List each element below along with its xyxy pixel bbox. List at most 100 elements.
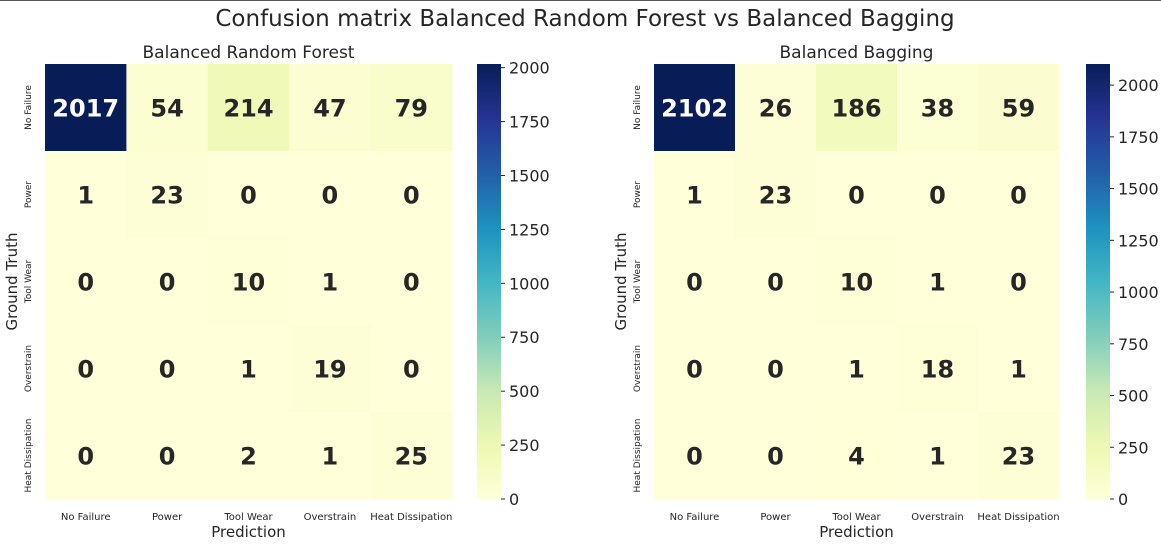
heatmap-cell: [370, 412, 453, 500]
cell-value-label: 0: [1010, 182, 1027, 210]
heatmap-cell: [978, 238, 1060, 326]
colorbar-tick-label: 0: [509, 490, 519, 509]
heatmap-cell: [654, 64, 736, 152]
heatmap-cell: [978, 151, 1060, 239]
heatmap-cell: [289, 238, 372, 326]
cell-value-label: 0: [686, 269, 703, 297]
heatmap-panel-1: Balanced Random Forest 2017 54 214 47 79 1 23 0 0…: [3, 43, 550, 541]
heatmap-cell: [370, 325, 453, 413]
x-tick-label: Overstrain: [911, 512, 964, 523]
heatmap-cell: [289, 412, 372, 500]
cell-value-label: 0: [767, 356, 784, 384]
heatmap-cell: [126, 412, 209, 500]
cell-value-label: 10: [840, 269, 873, 297]
heatmap-cell: [978, 325, 1060, 413]
colorbar-tick-label: 1250: [509, 220, 550, 239]
cell-value-label: 1: [686, 182, 703, 210]
heatmap-cell: [207, 325, 290, 413]
heatmap-cell: [816, 238, 898, 326]
x-tick-label: Overstrain: [304, 512, 357, 523]
heatmap-cell: [45, 151, 127, 239]
y-tick-label: Overstrain: [24, 345, 34, 392]
colorbar: [1086, 64, 1110, 499]
cell-value-label: 0: [403, 269, 420, 297]
colorbar-tick-label: 750: [1118, 335, 1149, 354]
colorbar: [477, 64, 501, 499]
colorbar-tick-label: 2000: [1118, 76, 1159, 95]
cell-value-label: 0: [77, 443, 94, 471]
y-tick-label: Tool Wear: [24, 259, 34, 304]
heatmap-cell: [654, 412, 736, 500]
cell-value-label: 2017: [52, 95, 119, 123]
cell-value-label: 23: [150, 182, 183, 210]
colorbar-tick-label: 1000: [509, 274, 550, 293]
y-tick-label: No Failure: [24, 85, 34, 130]
heatmap-cell: [289, 64, 372, 152]
y-tick-label: Heat Dissipation: [633, 419, 643, 493]
x-axis-label: Prediction: [819, 523, 894, 541]
cell-value-label: 1: [77, 182, 94, 210]
colorbar-tick-label: 750: [509, 328, 540, 347]
cell-value-label: 0: [686, 443, 703, 471]
x-tick-label: Power: [152, 512, 183, 523]
x-tick-label: Heat Dissipation: [977, 512, 1059, 523]
heatmap-cell: [735, 412, 817, 500]
x-tick-label: No Failure: [61, 512, 111, 523]
colorbar-tick-label: 1250: [1118, 231, 1159, 250]
cell-value-label: 214: [223, 95, 273, 123]
colorbar-tick-label: 250: [1118, 438, 1149, 457]
cell-value-label: 4: [848, 443, 865, 471]
heatmap-cell: [45, 238, 127, 326]
heatmap-cell: [207, 412, 290, 500]
heatmap-cell: [370, 64, 453, 152]
heatmap-cell: [897, 325, 979, 413]
cell-value-label: 26: [759, 95, 792, 123]
heatmap-cell: [126, 64, 209, 152]
heatmap-cell: [370, 238, 453, 326]
y-axis-label: Ground Truth: [612, 233, 630, 331]
heatmap-cell: [816, 64, 898, 152]
heatmap-cell: [897, 64, 979, 152]
cell-value-label: 19: [313, 356, 346, 384]
colorbar-tick-label: 1500: [509, 166, 550, 185]
cell-value-label: 18: [921, 356, 954, 384]
cell-value-label: 1: [1010, 356, 1027, 384]
colorbar-tick-label: 2000: [509, 59, 550, 78]
heatmap-cell: [816, 151, 898, 239]
heatmap-cell: [370, 151, 453, 239]
heatmap-cell: [897, 412, 979, 500]
colorbar-tick-label: 500: [1118, 387, 1149, 406]
cell-value-label: 59: [1002, 95, 1035, 123]
colorbar-tick-label: 250: [509, 436, 540, 455]
cell-value-label: 0: [77, 356, 94, 384]
cell-value-label: 0: [403, 182, 420, 210]
heatmap-cell: [45, 325, 127, 413]
heatmap-cell: [207, 64, 290, 152]
heatmap-cell: [735, 151, 817, 239]
panel-title: Balanced Bagging: [780, 43, 934, 63]
cell-value-label: 23: [1002, 443, 1035, 471]
heatmap-cell: [654, 238, 736, 326]
heatmap-cell: [654, 325, 736, 413]
cell-value-label: 0: [767, 443, 784, 471]
y-tick-label: No Failure: [633, 85, 643, 130]
y-tick-label: Overstrain: [633, 345, 643, 392]
heatmap-cell: [207, 238, 290, 326]
cell-value-label: 1: [929, 443, 946, 471]
colorbar-tick-label: 0: [1118, 490, 1128, 509]
cell-value-label: 2102: [661, 95, 728, 123]
heatmap-cell: [978, 412, 1060, 500]
cell-value-label: 0: [77, 269, 94, 297]
cell-value-label: 0: [240, 182, 257, 210]
colorbar-tick-label: 1000: [1118, 283, 1159, 302]
heatmap-cell: [735, 238, 817, 326]
colorbar-tick-label: 500: [509, 382, 540, 401]
heatmap-cell: [289, 325, 372, 413]
cell-value-label: 0: [403, 356, 420, 384]
x-tick-label: Tool Wear: [831, 512, 881, 523]
figure-title: Confusion matrix Balanced Random Forest …: [215, 6, 954, 32]
cell-value-label: 0: [159, 356, 176, 384]
heatmap-cell: [126, 151, 209, 239]
